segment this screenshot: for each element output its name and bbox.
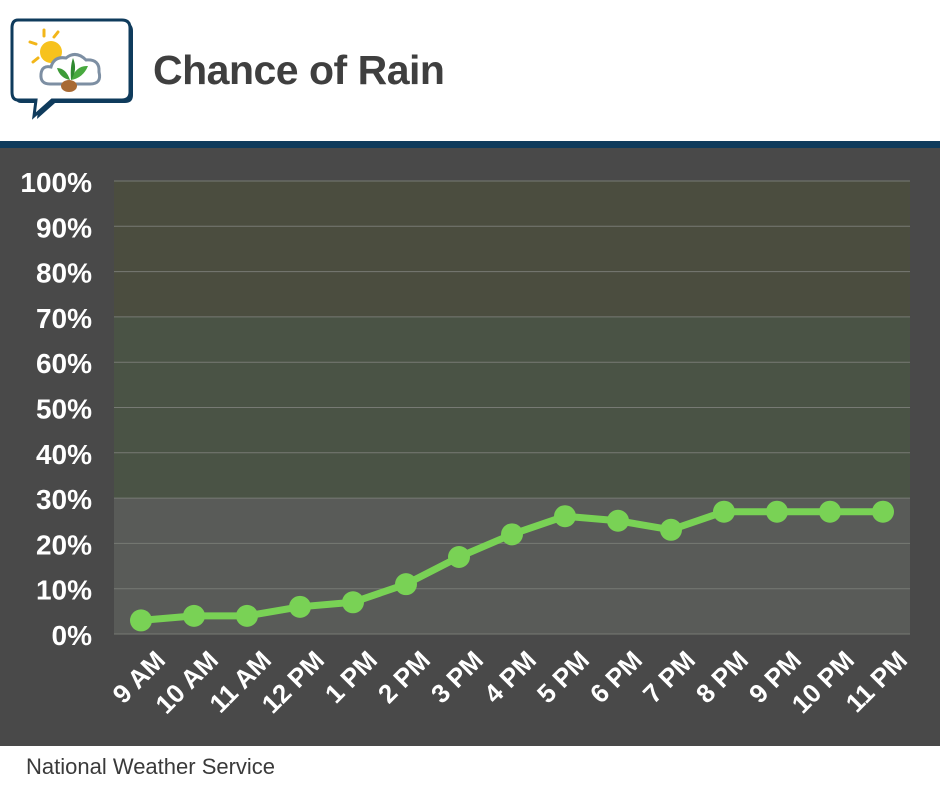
x-tick-label: 1 PM (319, 645, 383, 709)
x-tick-label: 3 PM (425, 645, 489, 709)
data-point (660, 518, 682, 541)
y-tick-label: 100% (20, 167, 92, 198)
y-tick-label: 20% (36, 529, 92, 560)
header-divider (0, 141, 940, 148)
data-point (872, 500, 894, 523)
weather-logo-icon (10, 18, 133, 120)
y-tick-label: 70% (36, 303, 92, 334)
data-point (713, 500, 735, 523)
x-tick-label: 8 PM (690, 645, 754, 709)
x-tick-label: 11 PM (840, 645, 913, 718)
rain-chance-chart: 0%10%20%30%40%50%60%70%80%90%100%9 AM10 … (20, 167, 913, 720)
data-point (395, 573, 417, 596)
data-point (342, 591, 364, 614)
y-tick-label: 80% (36, 258, 92, 289)
data-point (183, 604, 205, 627)
data-point (766, 500, 788, 523)
y-tick-label: 10% (36, 575, 92, 606)
chart-panel: 0% 10% 20% 30% 40% 50% 60% 70% 80% 90% 100% 9 AM 10 … (0, 148, 940, 746)
data-point (607, 509, 629, 532)
background-band (114, 181, 910, 317)
data-point (130, 609, 152, 632)
x-tick-label: 5 PM (531, 645, 595, 709)
source-credit: National Weather Service (26, 754, 276, 779)
y-tick-label: 90% (36, 212, 92, 243)
x-tick-label: 6 PM (584, 645, 648, 709)
page-title: Chance of Rain (153, 47, 445, 93)
data-point (819, 500, 841, 523)
data-point (448, 545, 470, 568)
y-tick-label: 30% (36, 484, 92, 515)
data-point (289, 595, 311, 618)
data-point (554, 505, 576, 528)
x-tick-label: 7 PM (637, 645, 701, 709)
header: Chance of Rain (0, 0, 940, 142)
y-tick-label: 50% (36, 394, 92, 425)
data-point (236, 604, 258, 627)
y-tick-label: 0% (52, 620, 93, 651)
data-point (501, 523, 523, 546)
x-tick-label: 4 PM (478, 645, 542, 709)
y-tick-label: 60% (36, 348, 92, 379)
y-tick-label: 40% (36, 439, 92, 470)
x-tick-label: 2 PM (372, 645, 436, 709)
